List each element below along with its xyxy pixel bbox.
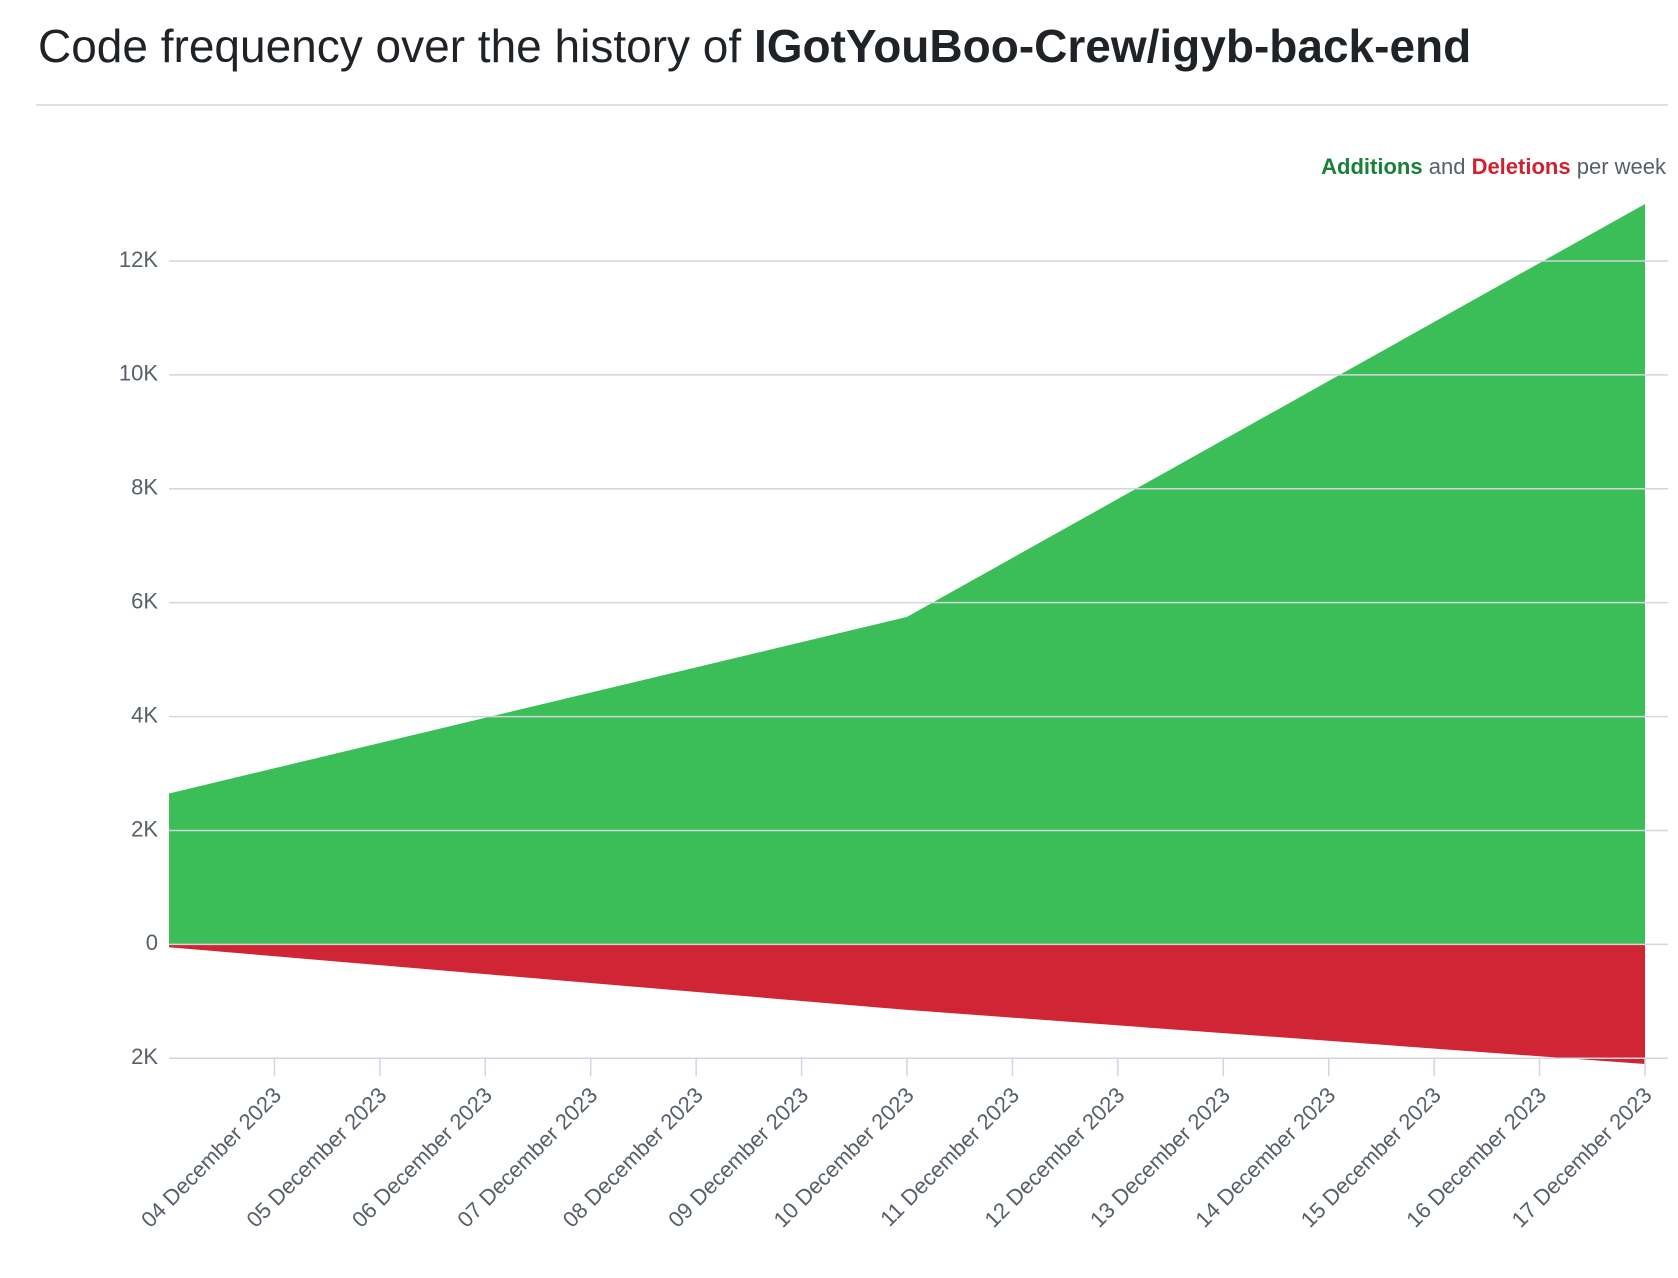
legend-text: and — [1429, 154, 1466, 179]
y-tick-label: 4K — [131, 702, 158, 727]
repository-name: IGotYouBoo-Crew/igyb-back-end — [754, 20, 1471, 72]
y-tick-label: 2K — [131, 1044, 158, 1069]
y-tick-label: 8K — [131, 475, 158, 500]
y-tick-label: 0 — [146, 930, 158, 955]
y-tick-label: 6K — [131, 588, 158, 613]
area — [169, 944, 1645, 1064]
area — [169, 204, 1645, 945]
legend: Additions and Deletions per week — [1321, 154, 1667, 179]
legend-text: per week — [1577, 154, 1667, 179]
legend-entry: Additions — [1321, 154, 1422, 179]
y-tick-label: 12K — [119, 247, 158, 272]
title-text: Code frequency over the history of — [38, 20, 741, 72]
y-tick-label: 2K — [131, 816, 158, 841]
y-tick-label: 10K — [119, 361, 158, 386]
chart-title: Code frequency over the history of IGotY… — [38, 20, 1471, 72]
legend-entry: Deletions — [1472, 154, 1571, 179]
